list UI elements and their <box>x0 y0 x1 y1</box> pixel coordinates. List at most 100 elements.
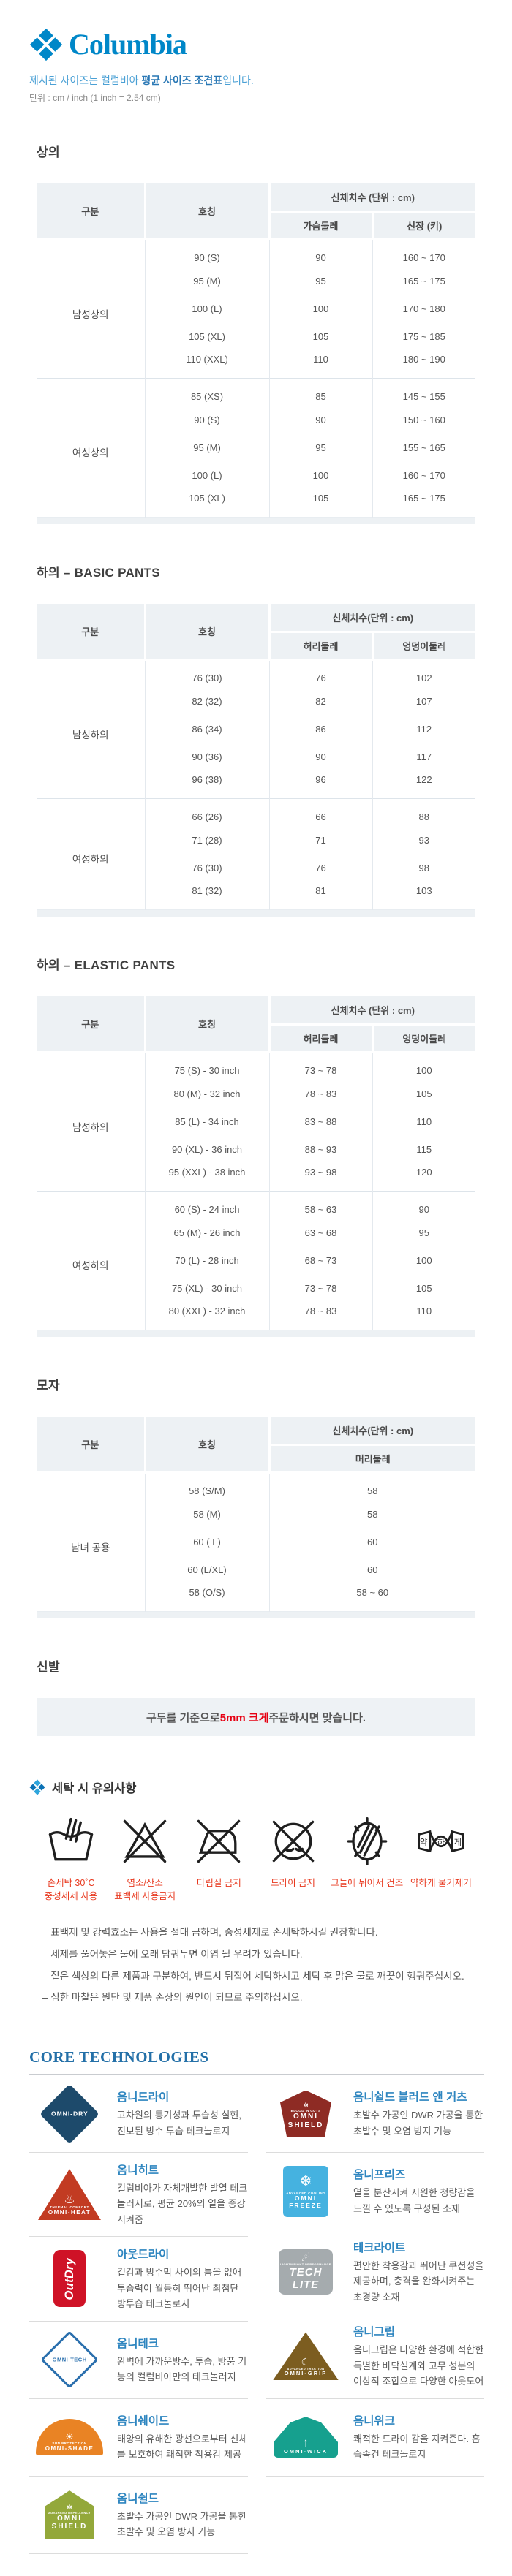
diamond-navy-logo-icon: OMNI-DRY <box>29 2083 110 2144</box>
size-cell: 78 ~ 83 <box>269 1302 373 1330</box>
diamond-outline-blue-logo-icon: OMNI-TECH <box>29 2330 110 2389</box>
size-cell: 90 (36) <box>145 743 270 770</box>
size-cell: 98 <box>372 854 476 882</box>
tech-item: OutDry 아웃드라이 겉감과 방수막 사이의 틈을 없애 투습력이 월등히 뛰어… <box>29 2237 248 2322</box>
size-cell: 105 <box>269 489 373 517</box>
shade-dry-icon <box>347 1817 388 1866</box>
core-technologies-section: CORE TECHNOLOGIES OMNI-DRY 옴니드라이 고차원의 통기성과… <box>29 2048 484 2554</box>
size-cell: 58 (M) <box>145 1500 270 1528</box>
tech-title: 아웃드라이 <box>117 2249 170 2262</box>
size-cell: 80 (XXL) - 32 inch <box>145 1302 270 1330</box>
size-cell: 150 ~ 160 <box>372 406 475 433</box>
tech-title: 옴니히트 <box>117 2164 159 2177</box>
size-cell: 100 <box>372 1246 475 1274</box>
tech-column-left: OMNI-DRY 옴니드라이 고차원의 통기성과 투습성 실현, 진보된 방수 투습… <box>29 2075 248 2554</box>
square-gray-logo-icon: ☄ LIGHTWEIGHT PERFORMANCE TECH LITE <box>266 2249 346 2295</box>
size-cell: 65 (M) - 26 inch <box>145 1219 270 1246</box>
svg-text:약: 약 <box>420 1837 428 1847</box>
table-row: 58 (M) 58 <box>37 1500 475 1528</box>
table-row: 110 (XXL) 110 180 ~ 190 <box>37 350 475 378</box>
size-cell: 105 <box>372 1080 475 1107</box>
col-header-bodysize: 신체치수(단위 : cm) <box>269 604 476 633</box>
section-title-shoes: 신발 <box>37 1660 60 1674</box>
brand-header: Columbia <box>29 28 512 61</box>
size-cell: 75 (S) - 30 inch <box>145 1052 270 1080</box>
tech-desc: 편안한 착용감과 뛰어난 쿠션성을 제공하며, 충격을 완화시켜주는 초경량 소… <box>353 2260 484 2303</box>
tech-title: 옴니그립 <box>353 2326 396 2339</box>
care-label: 다림질 금지 <box>196 1878 241 1888</box>
size-table: 구분 호칭 신체치수(단위 : cm) 허리둘레 엉덩이둘레 남성하의 76 (30) 76 1… <box>37 604 476 917</box>
table-row: 96 (38) 96 122 <box>37 770 476 798</box>
brand-wordmark: Columbia <box>69 28 187 61</box>
table-row: 100 (L) 100 170 ~ 180 <box>37 295 475 322</box>
halfsun-orange-logo-icon: ☀ SUN PROTECTION OMNI-SHADE <box>29 2419 110 2456</box>
size-cell: 71 <box>269 826 373 854</box>
no-iron-icon <box>197 1819 241 1863</box>
col-header-bodysize: 신체치수 (단위 : cm) <box>269 996 475 1026</box>
table-row: 70 (L) - 28 inch 68 ~ 73 100 <box>37 1246 475 1274</box>
col-header-size: 호칭 <box>145 604 271 661</box>
tech-title: 옴니위크 <box>353 2414 396 2428</box>
tech-desc: 태양의 유해한 광선으로부터 신체를 보호하여 쾌적한 착용감 제공 <box>117 2433 248 2461</box>
tech-desc: 초발수 가공인 DWR 가공을 통한 초발수 및 오염 방지 기능 <box>117 2510 247 2538</box>
size-cell: 95 <box>269 433 373 461</box>
size-cell: 58 ~ 60 <box>269 1583 475 1611</box>
group-label: 남녀 공용 <box>37 1472 146 1611</box>
size-cell: 96 <box>269 770 373 798</box>
care-label: 드라이 금지 <box>271 1878 316 1888</box>
tech-title: 옴니쉴드 블러드 앤 거츠 <box>353 2091 467 2105</box>
size-cell: 58 <box>269 1500 475 1528</box>
size-cell: 115 <box>372 1135 475 1163</box>
tech-desc: 쾌적한 드라이 감을 지켜준다. 흡습속건 테크놀로지 <box>353 2433 481 2461</box>
tech-column-right: ✻ BLOOD 'N GUTS OMNI SHIELD 옴니쉴드 블러드 앤 거츠 초발… <box>266 2075 484 2554</box>
group-label: 남성상의 <box>37 239 146 378</box>
intro-bold: 평균 사이즈 조견표 <box>141 75 223 86</box>
size-cell: 112 <box>372 715 476 743</box>
table-row: 95 (M) 95 165 ~ 175 <box>37 267 475 295</box>
table-row: 80 (M) - 32 inch 78 ~ 83 105 <box>37 1080 475 1107</box>
size-cell: 110 <box>269 350 373 378</box>
table-row: 95 (XXL) - 38 inch 93 ~ 98 120 <box>37 1163 475 1191</box>
table-foot-band <box>37 1329 475 1337</box>
section-title-basic-pants: 하의 – BASIC PANTS <box>37 566 160 580</box>
section-title-tops: 상의 <box>37 145 60 159</box>
size-cell: 73 ~ 78 <box>269 1052 373 1080</box>
group-label: 여성하의 <box>37 798 146 909</box>
care-item-no-dryclean: 드라이 금지 <box>257 1814 329 1903</box>
size-cell: 82 <box>269 687 373 715</box>
size-cell: 60 <box>269 1528 475 1556</box>
size-cell: 100 <box>372 1052 475 1080</box>
size-cell: 85 (L) - 34 inch <box>145 1107 270 1135</box>
tech-desc: 옴니그립은 다양한 환경에 적합한 특별한 바닥설계와 고무 성분의 이상적 조… <box>353 2344 484 2387</box>
tech-item: OMNI-DRY 옴니드라이 고차원의 통기성과 투습성 실현, 진보된 방수 투습… <box>29 2075 248 2153</box>
tech-desc: 고차원의 통기성과 투습성 실현, 진보된 방수 투습 테크놀로지 <box>117 2110 241 2137</box>
size-cell: 76 <box>269 659 373 687</box>
intro-post: 입니다. <box>222 75 254 86</box>
col-header-size: 호칭 <box>145 183 271 240</box>
size-cell: 96 (38) <box>145 770 270 798</box>
size-cell: 155 ~ 165 <box>372 433 475 461</box>
tech-item: ↑ OMNI-WICK 옴니위크 쾌적한 드라이 감을 지켜준다. 흡습속건 테크놀로… <box>266 2399 484 2477</box>
table-row: 남성상의 90 (S) 90 160 ~ 170 <box>37 239 475 378</box>
table-row: 105 (XL) 105 165 ~ 175 <box>37 489 475 517</box>
size-cell: 100 <box>269 295 373 322</box>
tech-title: 옴니프리즈 <box>353 2169 406 2182</box>
tech-item: OMNI-TECH 옴니테크 완벽에 가까운방수, 투습, 방풍 기능의 컬럼비아만… <box>29 2322 248 2399</box>
table-row: 90 (XL) - 36 inch 88 ~ 93 115 <box>37 1135 475 1163</box>
basic-pants-table: 구분 호칭 신체치수(단위 : cm) 허리둘레 엉덩이둘레 남성하의 76 (30) 76 1… <box>37 604 476 917</box>
tech-title: 옴니쉐이드 <box>117 2414 170 2428</box>
table-row: 95 (M) 95 155 ~ 165 <box>37 433 475 461</box>
size-cell: 90 <box>269 406 373 433</box>
size-cell: 81 (32) <box>145 882 270 909</box>
size-cell: 95 (M) <box>145 267 270 295</box>
size-cell: 90 (S) <box>145 239 270 267</box>
col-subheader: 머리둘레 <box>269 1444 475 1474</box>
size-cell: 90 <box>269 743 373 770</box>
triangle-brown-logo-icon: ☾ ADVANCED TRACTION OMNI-GRIP <box>266 2332 346 2381</box>
group-label: 남성하의 <box>37 659 146 798</box>
size-cell: 180 ~ 190 <box>372 350 475 378</box>
svg-text:게: 게 <box>453 1838 461 1847</box>
table-row: 86 (34) 86 112 <box>37 715 476 743</box>
table-row: 90 (36) 90 117 <box>37 743 476 770</box>
